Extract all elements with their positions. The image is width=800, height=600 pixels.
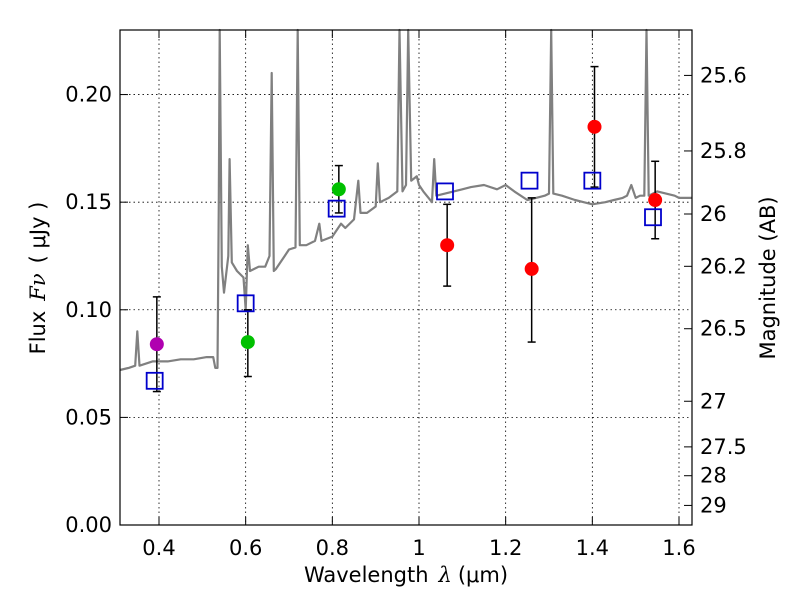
y-axis-label: Flux Fν ( μJy ) bbox=[26, 202, 50, 355]
model-photometry-box bbox=[145, 371, 164, 390]
data-point-red bbox=[440, 238, 455, 253]
model-photometry-box bbox=[436, 182, 454, 201]
model-spectrum-line bbox=[119, 28, 692, 372]
data-point-green bbox=[331, 182, 346, 197]
y-axis-label-text: Flux bbox=[26, 311, 50, 355]
y2-axis-label: Magnitude (AB) bbox=[756, 196, 780, 359]
model-photometry-box bbox=[236, 294, 255, 313]
y2-tick-label: 26.5 bbox=[700, 317, 747, 341]
x-tick-label: 1.6 bbox=[662, 536, 695, 560]
model-photometry-box bbox=[644, 208, 662, 227]
x-tick-label: 1 bbox=[412, 536, 425, 560]
y-tick-label: 0.10 bbox=[65, 298, 112, 322]
data-point-violet bbox=[149, 337, 164, 352]
y2-tick-label: 25.8 bbox=[700, 139, 747, 163]
y2-tick-label: 28 bbox=[700, 464, 727, 488]
x-axis-label-text: Wavelength bbox=[304, 563, 429, 587]
data-point-green bbox=[240, 335, 255, 350]
x-axis-label-symbol: λ bbox=[438, 563, 452, 587]
data-points-layer bbox=[149, 119, 663, 352]
y-tick-label: 0.20 bbox=[65, 83, 112, 107]
y-tick-label: 0.05 bbox=[65, 405, 112, 429]
model-photometry-box bbox=[327, 199, 346, 218]
y2-tick-label: 26.2 bbox=[700, 254, 747, 278]
y2-tick-label: 27 bbox=[700, 389, 727, 413]
data-point-red bbox=[524, 261, 539, 276]
x-tick-label: 1.2 bbox=[489, 536, 522, 560]
x-tick-label: 1.4 bbox=[576, 536, 609, 560]
x-tick-label: 0.8 bbox=[316, 536, 349, 560]
y-axis-label-unit: ( μJy ) bbox=[26, 202, 50, 264]
y-tick-label: 0.15 bbox=[65, 190, 112, 214]
model-photometry-box bbox=[520, 171, 539, 190]
model-photometry-layer bbox=[145, 171, 662, 390]
x-axis-label: Wavelength λ (μm) bbox=[304, 563, 508, 587]
x-tick-label: 0.4 bbox=[142, 536, 175, 560]
y2-tick-label: 27.5 bbox=[700, 435, 747, 459]
y2-tick-label: 25.6 bbox=[700, 63, 747, 87]
y-tick-label: 0.00 bbox=[65, 513, 112, 537]
plot-frame bbox=[119, 29, 693, 526]
data-point-red bbox=[587, 119, 602, 134]
model-photometry-box bbox=[583, 171, 602, 190]
y2-tick-label: 26 bbox=[700, 202, 727, 226]
y-axis-label-symbol: Fν bbox=[26, 273, 50, 302]
x-axis-label-unit: (μm) bbox=[458, 563, 508, 587]
model-spectrum-layer bbox=[119, 28, 692, 372]
y-axis-ticks: 0.00 0.05 0.10 0.15 0.20 bbox=[65, 83, 128, 537]
x-tick-label: 0.6 bbox=[229, 536, 262, 560]
y2-axis-ticks: 25.6 25.8 26 26.2 26.5 27 27.5 28 29 bbox=[684, 63, 747, 517]
x-axis-ticks: 0.4 0.6 0.8 1 1.2 1.4 1.6 bbox=[142, 30, 696, 560]
data-point-red bbox=[648, 193, 663, 208]
y2-tick-label: 29 bbox=[700, 493, 727, 517]
